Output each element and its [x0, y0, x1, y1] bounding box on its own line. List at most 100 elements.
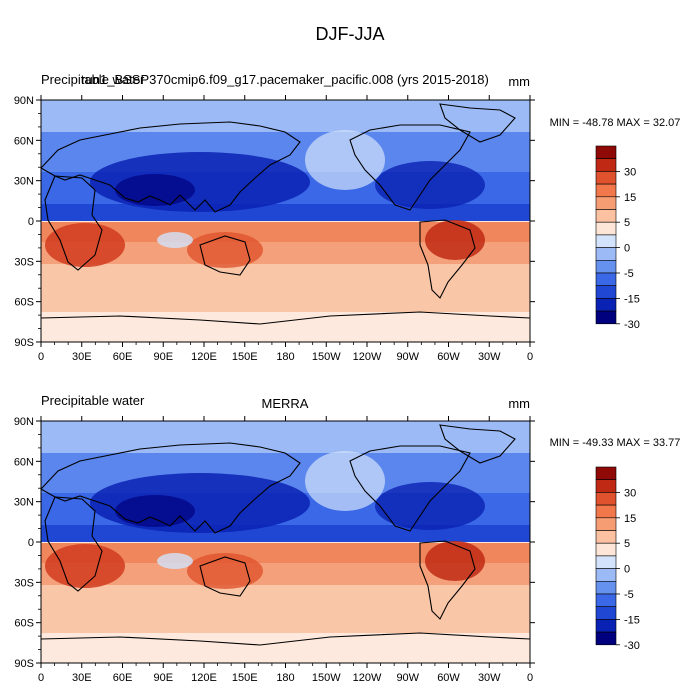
panel-top-title: run1_BSSP370cmip6.f09_g17.pacemaker_paci…: [81, 72, 489, 87]
panel-top-left-label: Precipitable water: [41, 72, 145, 87]
colorbar-swatch: [595, 542, 617, 557]
colorbar-swatch: [595, 619, 617, 633]
colorbar-tick-label: 0: [624, 564, 630, 576]
y-tick-label: 0: [28, 216, 34, 228]
colorbar-swatch: [595, 221, 617, 236]
y-tick-label: 90N: [14, 416, 34, 428]
panel-bottom-axes: 0 30E 60E 90E 120E 150E 180 150W 120W 90W 60W 30W 09…: [14, 416, 535, 684]
y-tick-label: 30S: [14, 256, 34, 268]
panel-top-axes: 0 30E 60E 90E 120E 150E 180 150W 120W 90W 60W 30W 09…: [14, 95, 535, 363]
x-tick-label: 60W: [437, 672, 460, 684]
colorbar-tick-label: 15: [624, 192, 636, 204]
colorbar-swatch: [595, 234, 617, 248]
field-polar-south: [41, 312, 530, 342]
x-tick-label: 30W: [478, 672, 501, 684]
anomaly-australia-wet: [187, 553, 263, 589]
panel-bottom-stats: MIN = -49.33 MAX = 33.77: [550, 437, 681, 449]
coastlines: [41, 103, 530, 325]
x-tick-label: 120W: [353, 351, 382, 363]
colorbar-tick-label: -5: [624, 589, 634, 601]
x-tick-label: 150W: [312, 351, 341, 363]
anomaly-tibet-dry: [115, 174, 195, 206]
x-tick-label: 30E: [72, 672, 92, 684]
colorbar-top: 30 15 5 0 -5 -15 -30: [595, 145, 640, 331]
anomaly-namerica-dry: [375, 161, 485, 209]
x-tick-label: 60E: [113, 672, 133, 684]
field-southern-mid: [41, 583, 530, 633]
colorbar-swatch: [595, 580, 617, 595]
x-tick-label: 90W: [396, 351, 419, 363]
x-tick-label: 90E: [153, 672, 173, 684]
colorbar-swatch: [595, 196, 617, 210]
anomaly-indian-light: [157, 232, 193, 248]
anomaly-australia-wet: [187, 232, 263, 268]
colorbar-tick-label: -15: [624, 614, 640, 626]
colorbar-swatch: [595, 285, 617, 299]
y-tick-label: 90S: [14, 337, 34, 349]
colorbar-swatch: [595, 145, 617, 159]
x-tick-label: 120E: [191, 351, 217, 363]
x-tick-label: 60E: [113, 351, 133, 363]
anomaly-africa-wet: [45, 544, 125, 588]
colorbar-swatch: [595, 272, 617, 286]
colorbar-tick-label: 5: [624, 217, 630, 229]
panel-top: Precipitable water run1_BSSP370cmip6.f09…: [14, 72, 681, 363]
colorbar-bottom: 30 15 5 0 -5 -15 -30: [595, 466, 640, 652]
figure-title: DJF-JJA: [316, 24, 385, 44]
y-tick-label: 90S: [14, 658, 34, 670]
x-tick-label: 30E: [72, 351, 92, 363]
colorbar-swatch: [595, 631, 617, 646]
colorbar-swatch: [595, 158, 617, 172]
colorbar-swatch: [595, 530, 617, 544]
anomaly-samerica-wet: [425, 220, 485, 260]
y-tick-label: 30N: [14, 176, 34, 188]
panel-bottom-units: mm: [508, 396, 530, 411]
panel-top-map: [41, 100, 530, 342]
colorbar-swatch: [595, 247, 617, 261]
anomaly-pacific-light: [305, 451, 385, 511]
panel-top-stats: MIN = -48.78 MAX = 32.07: [550, 117, 681, 129]
colorbar-swatch: [595, 209, 617, 223]
colorbar-swatch: [595, 555, 617, 569]
x-tick-label: 180: [276, 672, 294, 684]
panel-bottom-map: [41, 421, 530, 663]
colorbar-tick-label: -15: [624, 293, 640, 305]
x-tick-label: 90W: [396, 672, 419, 684]
panel-bottom: Precipitable water MERRA mm: [14, 393, 681, 684]
anomaly-namerica-dry: [375, 482, 485, 530]
colorbar-tick-label: -5: [624, 268, 634, 280]
y-tick-label: 60N: [14, 456, 34, 468]
x-tick-label: 0: [38, 351, 44, 363]
colorbar-swatch: [595, 310, 617, 325]
colorbar-swatch: [595, 183, 617, 198]
panel-bottom-left-label: Precipitable water: [41, 393, 145, 408]
anomaly-pacific-light: [305, 130, 385, 190]
y-tick-label: 0: [28, 537, 34, 549]
colorbar-swatch: [595, 568, 617, 582]
anomaly-africa-wet: [45, 223, 125, 267]
colorbar-tick-label: 30: [624, 487, 636, 499]
colorbar-swatch: [595, 298, 617, 312]
x-tick-label: 30W: [478, 351, 501, 363]
x-tick-label: 120E: [191, 672, 217, 684]
field-polar-south: [41, 633, 530, 663]
x-tick-label: 150E: [232, 351, 258, 363]
anomaly-indian-light: [157, 553, 193, 569]
colorbar-tick-label: -30: [624, 640, 640, 652]
colorbar-tick-label: 15: [624, 513, 636, 525]
colorbar-tick-label: 0: [624, 243, 630, 255]
x-tick-label: 150W: [312, 672, 341, 684]
colorbar-swatch: [595, 259, 617, 274]
x-tick-label: 120W: [353, 672, 382, 684]
y-tick-label: 60S: [14, 297, 34, 309]
colorbar-tick-label: 5: [624, 538, 630, 550]
colorbar-swatch: [595, 606, 617, 620]
colorbar-swatch: [595, 492, 617, 506]
panel-bottom-title: MERRA: [262, 396, 309, 411]
y-tick-label: 60N: [14, 135, 34, 147]
panel-top-units: mm: [508, 74, 530, 89]
field-southern-mid: [41, 262, 530, 312]
x-tick-label: 0: [527, 351, 533, 363]
colorbar-swatch: [595, 479, 617, 493]
